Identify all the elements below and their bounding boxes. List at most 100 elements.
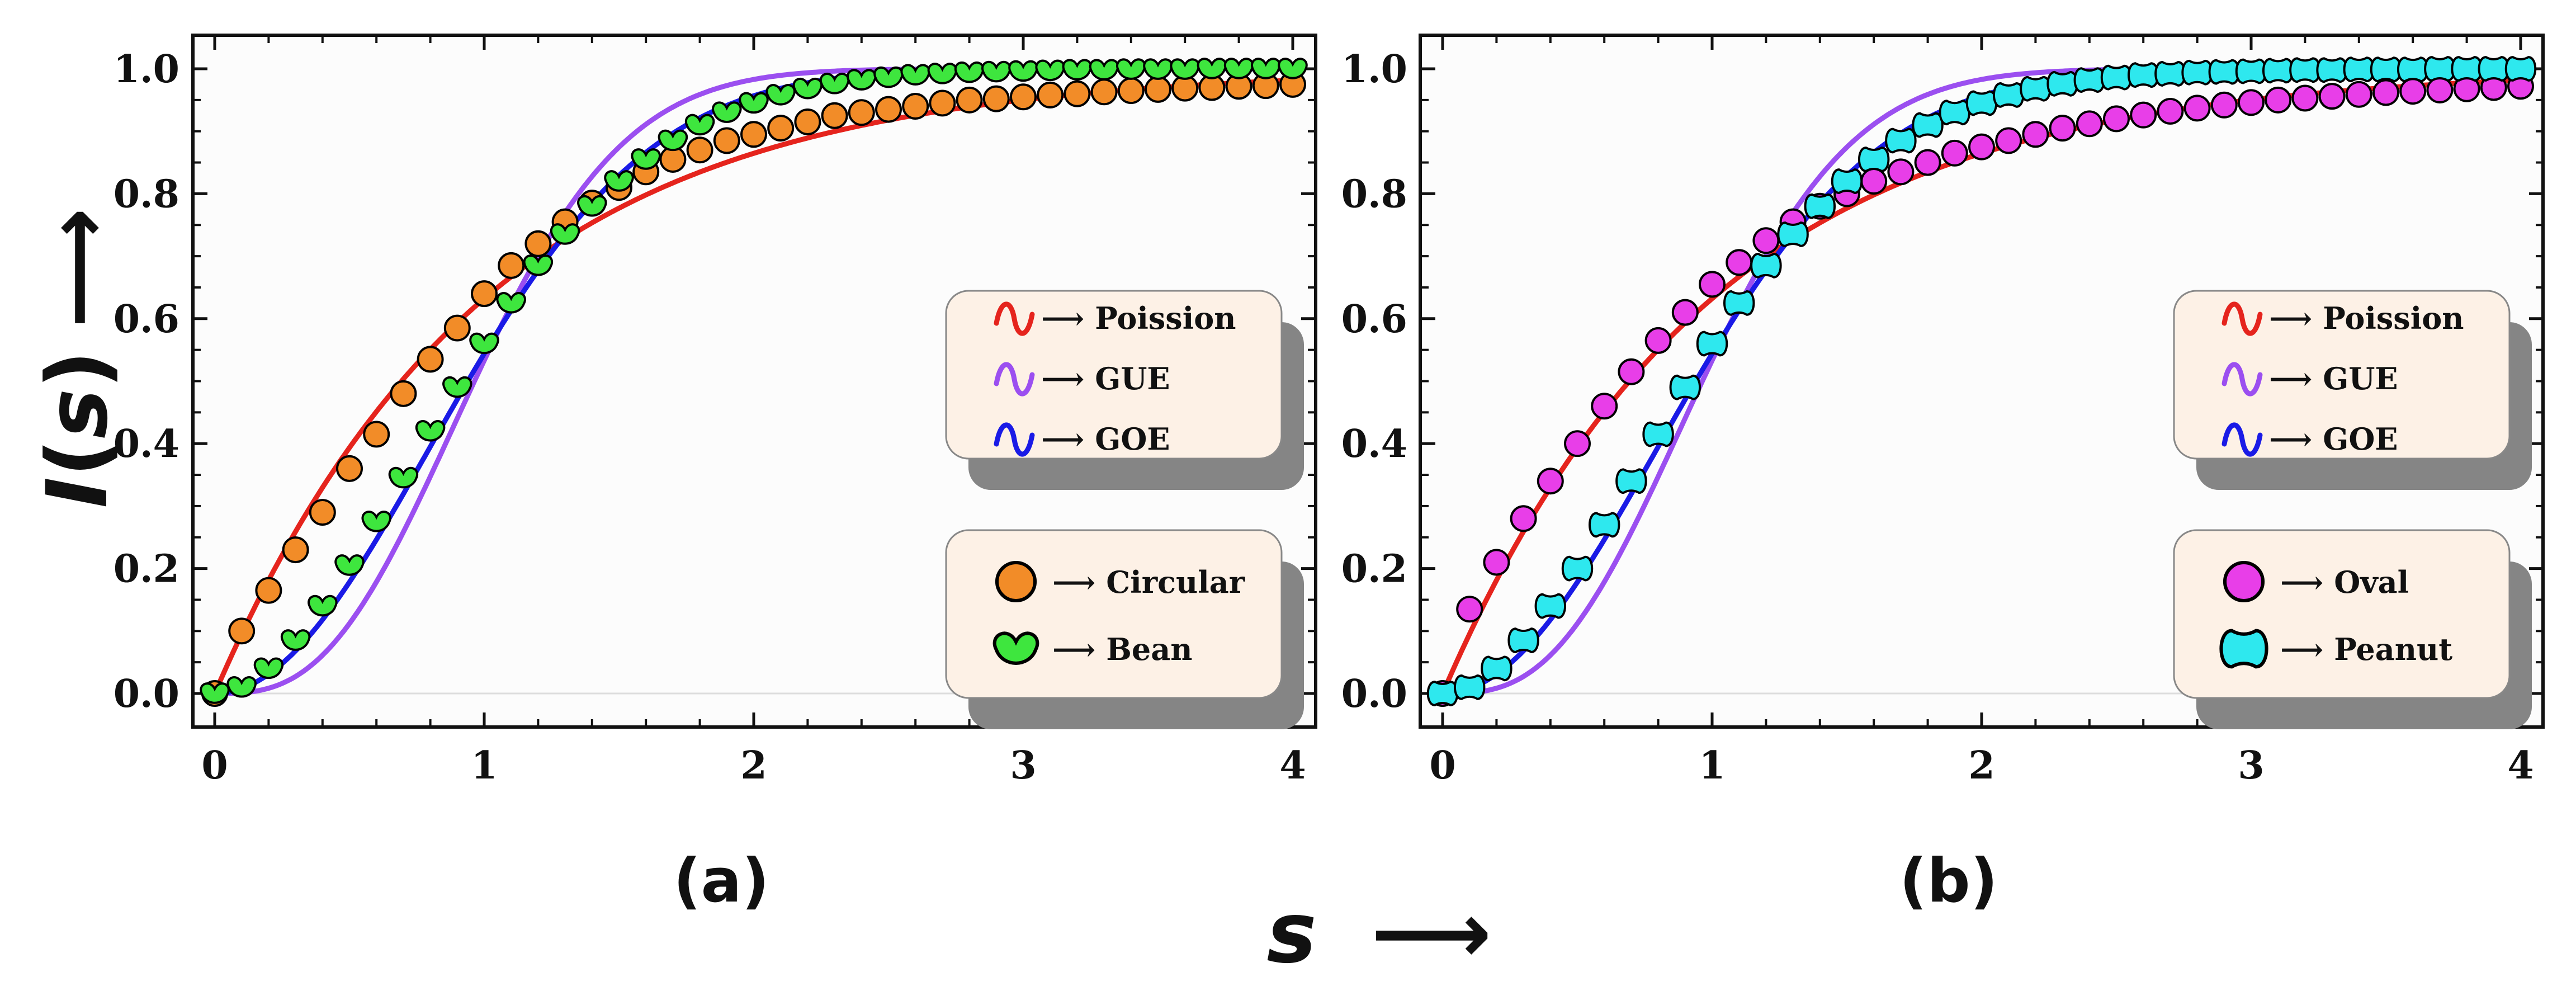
legend-shape-label: ⟶ Circular	[1052, 564, 1245, 600]
point-circular	[902, 93, 929, 120]
point-circular	[228, 617, 256, 645]
point-oval	[1564, 430, 1591, 457]
point-bean	[334, 554, 365, 576]
y-tick-label: 0.6	[1341, 297, 1407, 342]
point-oval	[1591, 393, 1618, 420]
panel-label-a: (a)	[673, 846, 769, 916]
point-circular	[740, 121, 767, 148]
point-bean	[253, 657, 283, 679]
point-peanut	[2128, 62, 2159, 88]
point-peanut	[2451, 56, 2483, 82]
point-bean	[685, 114, 715, 136]
point-oval	[1914, 149, 1941, 176]
point-bean	[1170, 58, 1200, 80]
point-bean	[226, 676, 257, 698]
data-points	[1426, 56, 2537, 707]
point-peanut	[1750, 252, 1782, 279]
point-oval	[1860, 168, 1888, 195]
point-peanut	[2181, 59, 2213, 86]
legend-theory-label: ⟶ GUE	[2269, 361, 2398, 397]
point-bean	[873, 66, 904, 88]
legend-squiggle-2	[2221, 422, 2263, 457]
point-bean	[442, 376, 472, 398]
point-peanut	[1534, 593, 1566, 619]
point-bean	[577, 195, 607, 217]
point-circular	[794, 108, 821, 135]
point-oval	[2291, 84, 2319, 112]
point-circular	[443, 314, 471, 342]
point-peanut	[1426, 681, 1459, 706]
x-tick-label: 2	[740, 743, 767, 788]
point-bean	[1089, 59, 1119, 81]
point-bean	[200, 682, 230, 704]
x-axis-title: s ⟶	[1266, 885, 1491, 982]
point-circular	[821, 102, 848, 129]
point-oval	[2130, 101, 2157, 129]
legend-marker-circular	[995, 560, 1037, 603]
y-tick-label: 0.6	[114, 297, 179, 342]
point-circular	[956, 86, 983, 114]
point-oval	[1644, 327, 1672, 354]
point-peanut	[1939, 100, 1970, 126]
point-bean	[550, 223, 580, 245]
legend-squiggle-0	[2221, 301, 2263, 336]
point-oval	[2022, 121, 2049, 148]
point-circular	[1117, 77, 1145, 105]
point-oval	[2399, 78, 2427, 105]
y-tick-label: 0.8	[1341, 172, 1407, 216]
point-oval	[2238, 89, 2265, 116]
point-oval	[1510, 505, 1537, 532]
point-peanut	[1993, 82, 2025, 108]
point-circular	[929, 89, 956, 117]
point-bean	[281, 629, 311, 651]
point-bean	[415, 420, 446, 442]
point-peanut	[2154, 61, 2186, 87]
point-peanut	[2370, 56, 2402, 82]
point-oval	[2318, 83, 2346, 110]
point-peanut	[1777, 221, 1809, 247]
y-tick-label: 0.4	[1341, 422, 1407, 466]
legend-marker-bean	[992, 631, 1039, 665]
point-circular	[255, 577, 282, 604]
point-bean	[765, 84, 796, 106]
point-oval	[2183, 95, 2211, 122]
x-tick-label: 3	[1010, 743, 1036, 788]
point-peanut	[2289, 57, 2321, 83]
point-peanut	[1642, 421, 1674, 447]
point-circular	[390, 380, 417, 407]
point-bean	[1143, 58, 1173, 80]
y-axis-title-i: I	[29, 477, 126, 508]
point-peanut	[2208, 59, 2240, 85]
y-tick-label: 0.2	[1341, 547, 1407, 592]
y-tick-label: 0.8	[114, 172, 179, 216]
point-oval	[1941, 139, 1968, 167]
point-circular	[363, 421, 390, 448]
legend-theory-label: ⟶ Poission	[1041, 300, 1236, 336]
point-oval	[2049, 115, 2076, 142]
legend-squiggle-1	[2221, 362, 2263, 397]
point-oval	[2345, 81, 2372, 108]
point-bean	[1062, 59, 1092, 81]
point-peanut	[1885, 128, 1917, 154]
point-peanut	[1454, 674, 1486, 700]
y-tick-label: 1.0	[114, 47, 179, 92]
point-peanut	[1965, 90, 1998, 116]
point-bean	[631, 148, 661, 170]
point-peanut	[1589, 512, 1620, 538]
point-oval	[1483, 549, 1510, 576]
point-oval	[1671, 299, 1699, 326]
x-tick-label: 1	[471, 743, 497, 788]
point-peanut	[1615, 468, 1647, 494]
point-oval	[2210, 91, 2238, 119]
point-circular	[1090, 78, 1118, 106]
point-oval	[1456, 596, 1483, 623]
point-oval	[1726, 249, 1753, 276]
point-peanut	[2100, 64, 2133, 91]
point-bean	[927, 63, 957, 84]
legend-theory: ⟶ Poission ⟶ GUE ⟶ GOE	[2173, 290, 2532, 490]
legend-shapes-box	[2173, 529, 2511, 699]
legend-theory-label: ⟶ Poission	[2269, 300, 2464, 336]
data-points	[200, 58, 1308, 707]
point-peanut	[2397, 56, 2429, 82]
point-bean	[954, 61, 985, 83]
